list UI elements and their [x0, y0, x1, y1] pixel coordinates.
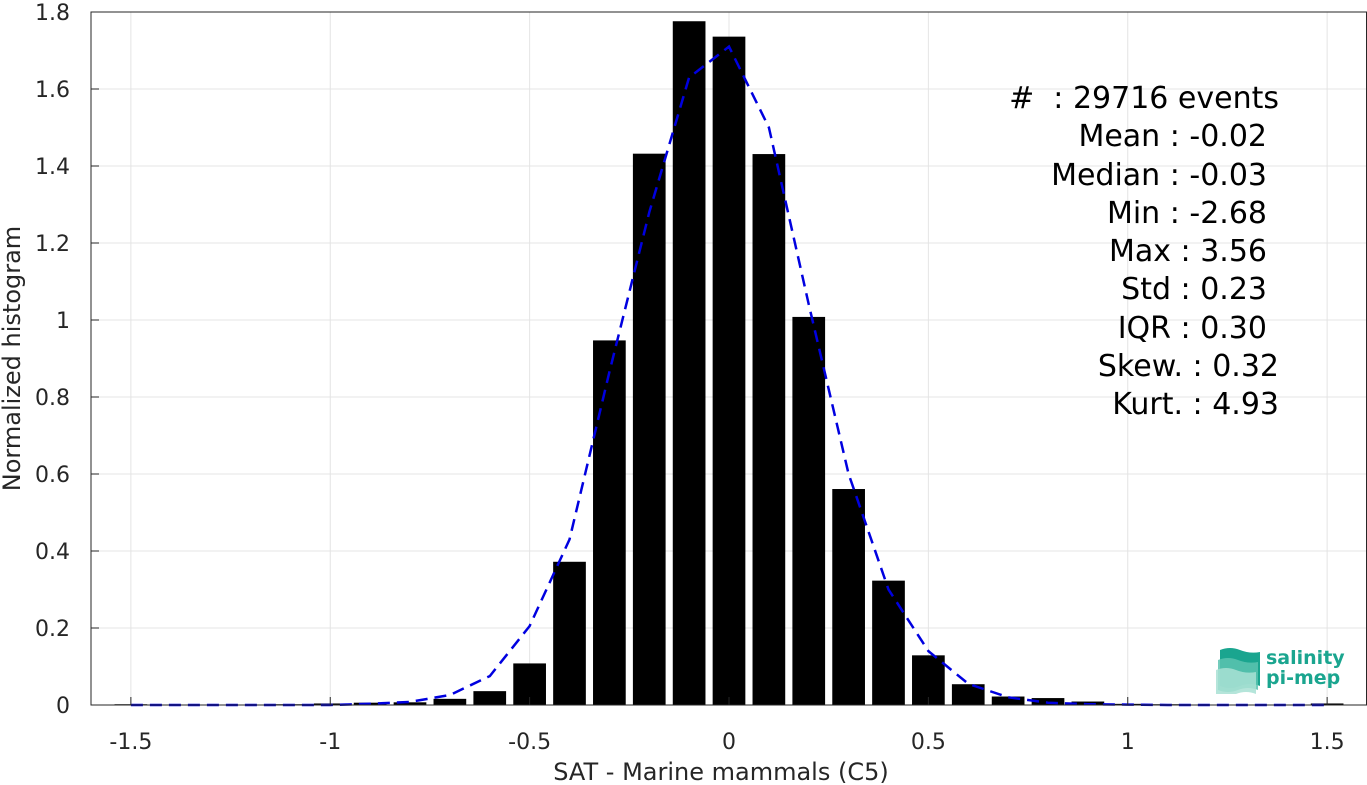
x-tick-label: -1	[319, 730, 341, 755]
y-axis-label: Normalized histogram	[0, 226, 26, 491]
y-tick-label: 0.2	[35, 617, 70, 642]
histogram-bar	[473, 691, 507, 705]
axis-ticks: -1.5 -1 -0.5 0 0.5 1 1.5 0 0.2 0.4 0.6 0.8 1 1.2 1.4 1.…	[35, 1, 1345, 755]
histogram-bar	[632, 153, 666, 705]
histogram-bar	[951, 684, 985, 705]
waves-logo-icon	[1216, 648, 1260, 694]
logo-text-pimep: pi-mep	[1266, 667, 1341, 689]
x-tick-label: 1	[1121, 730, 1135, 755]
histogram-bar	[433, 698, 467, 705]
y-tick-label: 0.4	[35, 540, 70, 565]
histogram-bar	[393, 702, 427, 705]
y-tick-label: 1.2	[35, 232, 70, 257]
x-axis-label: SAT - Marine mammals (C5)	[553, 758, 888, 785]
x-tick-label: 0	[722, 730, 736, 755]
y-tick-label: 0.8	[35, 386, 70, 411]
histogram-bar	[872, 580, 905, 705]
histogram-bar	[593, 340, 626, 705]
stat-kurt: Kurt. : 4.93	[1112, 387, 1279, 423]
histogram-bar	[553, 561, 586, 705]
stat-mean: Mean : -0.02	[1078, 119, 1267, 155]
stat-min: Min : -2.68	[1106, 195, 1267, 231]
y-tick-label: 0.6	[35, 463, 70, 488]
y-tick-label: 1.4	[35, 155, 70, 180]
x-tick-label: 1.5	[1310, 730, 1345, 755]
y-tick-label: 1.6	[35, 78, 70, 103]
x-tick-label: 0.5	[911, 730, 946, 755]
histogram-bar	[832, 489, 865, 705]
statistics-box: # : 29716 events Mean : -0.02 Median : -…	[900, 80, 1279, 425]
histogram-bar	[991, 696, 1025, 705]
histogram-bar	[792, 316, 826, 705]
y-tick-label: 1	[56, 309, 70, 334]
histogram-bars	[114, 21, 1344, 706]
y-tick-label: 0	[56, 694, 70, 719]
x-tick-label: -0.5	[508, 730, 551, 755]
stat-std: Std : 0.23	[1121, 272, 1267, 308]
stat-median: Median : -0.03	[1051, 157, 1267, 193]
stat-count: # : 29716 events	[1009, 81, 1279, 116]
logo-text-salinity: salinity	[1266, 647, 1345, 669]
histogram-bar	[712, 36, 746, 705]
x-tick-label: -1.5	[109, 730, 152, 755]
salinity-pi-mep-logo: salinity pi-mep	[1216, 646, 1346, 694]
y-tick-label: 1.8	[35, 1, 70, 26]
histogram-bar	[672, 21, 706, 706]
stat-skew: Skew. : 0.32	[1097, 349, 1279, 385]
stat-max: Max : 3.56	[1109, 234, 1267, 270]
stat-iqr: IQR : 0.30	[1117, 310, 1267, 346]
histogram-bar	[752, 154, 786, 705]
histogram-bar	[912, 655, 945, 705]
